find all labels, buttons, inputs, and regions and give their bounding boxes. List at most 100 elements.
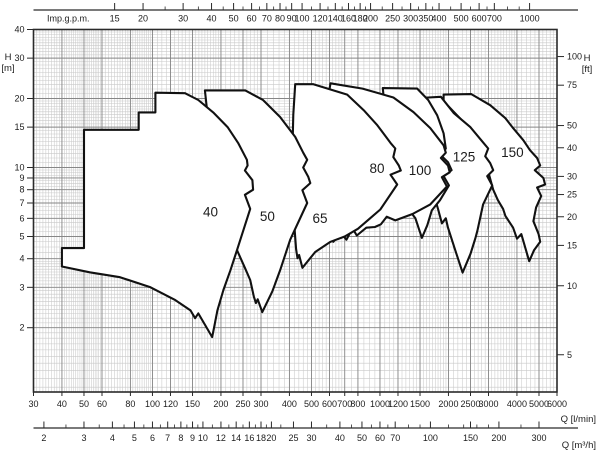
- bottom-tick-label: 30: [28, 399, 38, 409]
- m3h-tick-label: 30: [306, 433, 316, 443]
- bottom-tick-label: 500: [304, 399, 319, 409]
- bottom-tick-label: 250: [235, 399, 250, 409]
- top-tick-label: 600: [472, 14, 487, 24]
- m3h-tick-label: 12: [216, 433, 226, 443]
- top-tick-label: 400: [432, 14, 447, 24]
- y-left-axis-title-unit: [m]: [1, 63, 14, 74]
- top-tick-label: 140: [328, 14, 343, 24]
- y-left-tick-label: 8: [19, 185, 24, 195]
- y-right-tick-label: 40: [567, 143, 577, 153]
- bottom-tick-label: 1000: [370, 399, 390, 409]
- y-left-tick-label: 15: [14, 122, 24, 132]
- m3h-tick-label: 60: [375, 433, 385, 443]
- top-tick-label: 15: [110, 14, 120, 24]
- y-left-axis-title: H: [5, 52, 12, 63]
- y-right-tick-label: 15: [567, 240, 577, 250]
- top-tick-label: 70: [262, 14, 272, 24]
- top-tick-label: 350: [418, 14, 433, 24]
- bottom-tick-label: 100: [145, 399, 160, 409]
- top-tick-label: 100: [295, 14, 310, 24]
- y-left-tick-label: 20: [14, 93, 24, 103]
- y-left-tick-label: 9: [19, 173, 24, 183]
- top-tick-label: 1000: [520, 14, 540, 24]
- envelope-label-100: 100: [409, 163, 432, 178]
- envelope-label-65: 65: [312, 211, 327, 226]
- bottom-tick-label: 3000: [478, 399, 498, 409]
- y-left-tick-label: 3: [19, 282, 24, 292]
- pump-envelopes: [60, 82, 547, 339]
- bottom-tick-label: 800: [350, 399, 365, 409]
- m3h-axis-title: Q [m³/h]: [562, 440, 596, 450]
- bottom-tick-label: 60: [97, 399, 107, 409]
- y-left-tick-label: 6: [19, 213, 24, 223]
- y-left-tick-label: 30: [14, 53, 24, 63]
- envelope-label-125: 125: [453, 150, 476, 165]
- bottom-tick-label: 50: [79, 399, 89, 409]
- y-right-tick-label: 75: [567, 80, 577, 90]
- m3h-tick-label: 14: [231, 433, 241, 443]
- y-right-axis-title: H: [584, 53, 591, 64]
- top-tick-label: 250: [385, 14, 400, 24]
- m3h-tick-label: 5: [132, 433, 137, 443]
- y-right-tick-label: 5: [567, 350, 572, 360]
- m3h-tick-label: 3: [81, 433, 86, 443]
- bottom-tick-label: 150: [185, 399, 200, 409]
- bottom-tick-label: 300: [253, 399, 268, 409]
- y-right-tick-label: 30: [567, 171, 577, 181]
- y-left-tick-label: 10: [14, 162, 24, 172]
- x-axis-bottom: 30 40 50 60 80 100 120 150 200 250 300 400 500 600 700…: [28, 392, 596, 425]
- m3h-tick-label: 6: [150, 433, 155, 443]
- top-tick-label: 40: [207, 14, 217, 24]
- bottom-tick-label: 700: [337, 399, 352, 409]
- bottom-tick-label: 5000: [529, 399, 549, 409]
- y-axis-left: 40 30 20 15 109 8 7 6 5 4 3 2 H[m]: [1, 25, 34, 333]
- bottom-tick-label: 120: [163, 399, 178, 409]
- m3h-tick-label: 70: [390, 433, 400, 443]
- y-right-tick-label: 50: [567, 121, 577, 131]
- envelope-65: [291, 83, 402, 269]
- envelope-label-50: 50: [260, 209, 275, 224]
- m3h-tick-label: 40: [335, 433, 345, 443]
- top-tick-label: 20: [138, 14, 148, 24]
- y-left-tick-label: 7: [19, 198, 24, 208]
- top-tick-label: 30: [178, 14, 188, 24]
- bottom-tick-label: 600: [322, 399, 337, 409]
- m3h-tick-label: 16: [244, 433, 254, 443]
- top-tick-label: 300: [403, 14, 418, 24]
- top-tick-label: 90: [287, 14, 297, 24]
- y-right-tick-label: 10: [567, 281, 577, 291]
- bottom-tick-label: 1500: [410, 399, 430, 409]
- m3h-tick-label: 2: [41, 433, 46, 443]
- y-right-tick-label: 20: [567, 212, 577, 222]
- envelope-labels: 150 125 100 80 65 50 40: [203, 145, 524, 226]
- m3h-tick-label: 18: [256, 433, 266, 443]
- top-tick-label: 60: [247, 14, 257, 24]
- bottom-tick-label: 400: [282, 399, 297, 409]
- envelope-label-40: 40: [203, 204, 218, 219]
- envelope-label-80: 80: [369, 161, 384, 176]
- bottom-tick-label: 2500: [460, 399, 480, 409]
- m3h-tick-label: 10: [198, 433, 208, 443]
- y-left-tick-label: 40: [14, 25, 24, 35]
- m3h-tick-label: 150: [463, 433, 478, 443]
- envelope-40: [60, 91, 255, 339]
- top-tick-label: 160: [341, 14, 356, 24]
- top-axis-title: Imp.g.p.m.: [47, 14, 90, 24]
- y-left-tick-label: 5: [19, 231, 24, 241]
- y-right-axis-title-unit: [ft]: [582, 64, 593, 75]
- plot-border: [32, 28, 558, 393]
- m3h-tick-label: 300: [531, 433, 546, 443]
- top-tick-label: 120: [313, 14, 328, 24]
- y-axis-right: 100 75 50 40 30 25 20 15 10 5 H[ft]: [557, 52, 592, 360]
- top-tick-label: 700: [487, 14, 502, 24]
- top-tick-label: 180: [353, 14, 368, 24]
- bottom-tick-label: 80: [125, 399, 135, 409]
- y-right-tick-label: 25: [567, 190, 577, 200]
- bottom-tick-label: 6000: [547, 399, 567, 409]
- m3h-tick-label: 25: [288, 433, 298, 443]
- bottom-tick-label: 40: [57, 399, 67, 409]
- top-tick-label: 80: [275, 14, 285, 24]
- bottom-tick-label: 200: [213, 399, 228, 409]
